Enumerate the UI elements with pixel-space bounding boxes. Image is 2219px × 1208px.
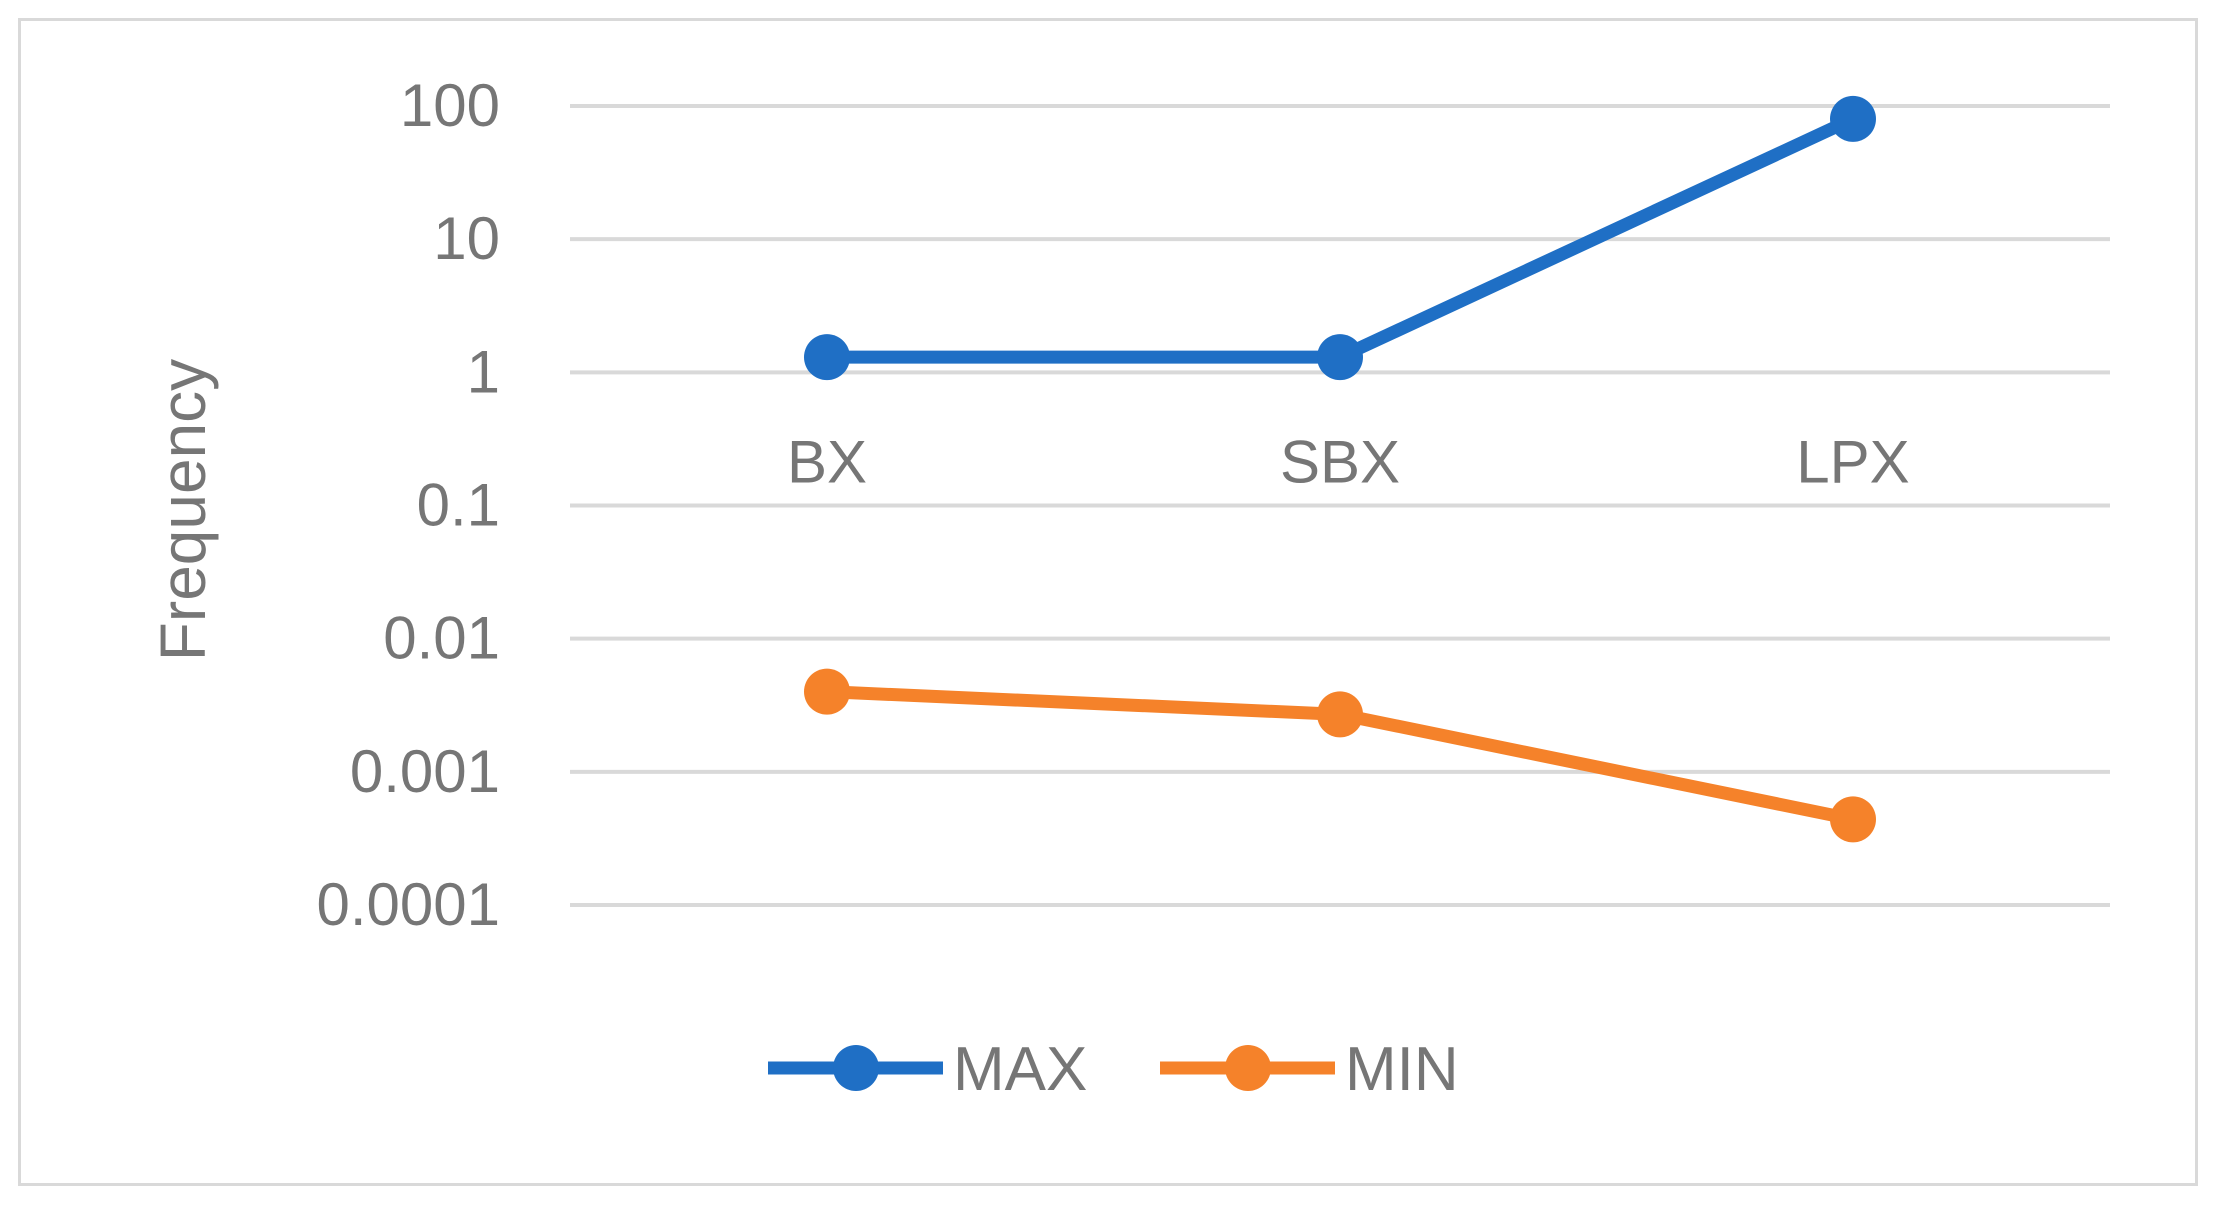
y-tick-label: 0.01 xyxy=(383,605,500,672)
legend-item-min: MIN xyxy=(1160,1035,1459,1104)
y-tick-label: 100 xyxy=(400,72,500,139)
data-point xyxy=(1317,334,1363,381)
gridlines xyxy=(570,104,2110,907)
y-axis-title: Frequency xyxy=(147,359,219,661)
legend-marker xyxy=(833,1045,879,1091)
series-min xyxy=(804,668,1876,843)
x-category-label: BX xyxy=(787,428,867,495)
data-point xyxy=(1317,691,1363,738)
y-axis-ticks: 100 10 1 0.1 0.01 0.001 0.0001 xyxy=(316,72,500,938)
data-point xyxy=(804,668,850,715)
y-tick-label: 0.001 xyxy=(350,738,500,805)
x-axis-categories: BX SBX LPX xyxy=(787,428,1910,495)
legend-label: MIN xyxy=(1345,1035,1459,1104)
legend: MAX MIN xyxy=(768,1035,1459,1104)
data-point xyxy=(1830,796,1876,843)
data-point xyxy=(1830,95,1876,142)
y-tick-label: 1 xyxy=(467,338,500,405)
legend-marker xyxy=(1225,1045,1271,1091)
data-point xyxy=(804,334,850,381)
y-tick-label: 10 xyxy=(433,205,500,272)
legend-label: MAX xyxy=(953,1035,1087,1104)
x-category-label: LPX xyxy=(1796,428,1909,495)
legend-item-max: MAX xyxy=(768,1035,1087,1104)
y-tick-label: 0.0001 xyxy=(316,871,500,938)
y-tick-label: 0.1 xyxy=(417,472,500,539)
chart-frame xyxy=(18,18,2198,1186)
series-lines xyxy=(804,95,1876,843)
x-category-label: SBX xyxy=(1280,428,1400,495)
series-max xyxy=(804,95,1876,381)
